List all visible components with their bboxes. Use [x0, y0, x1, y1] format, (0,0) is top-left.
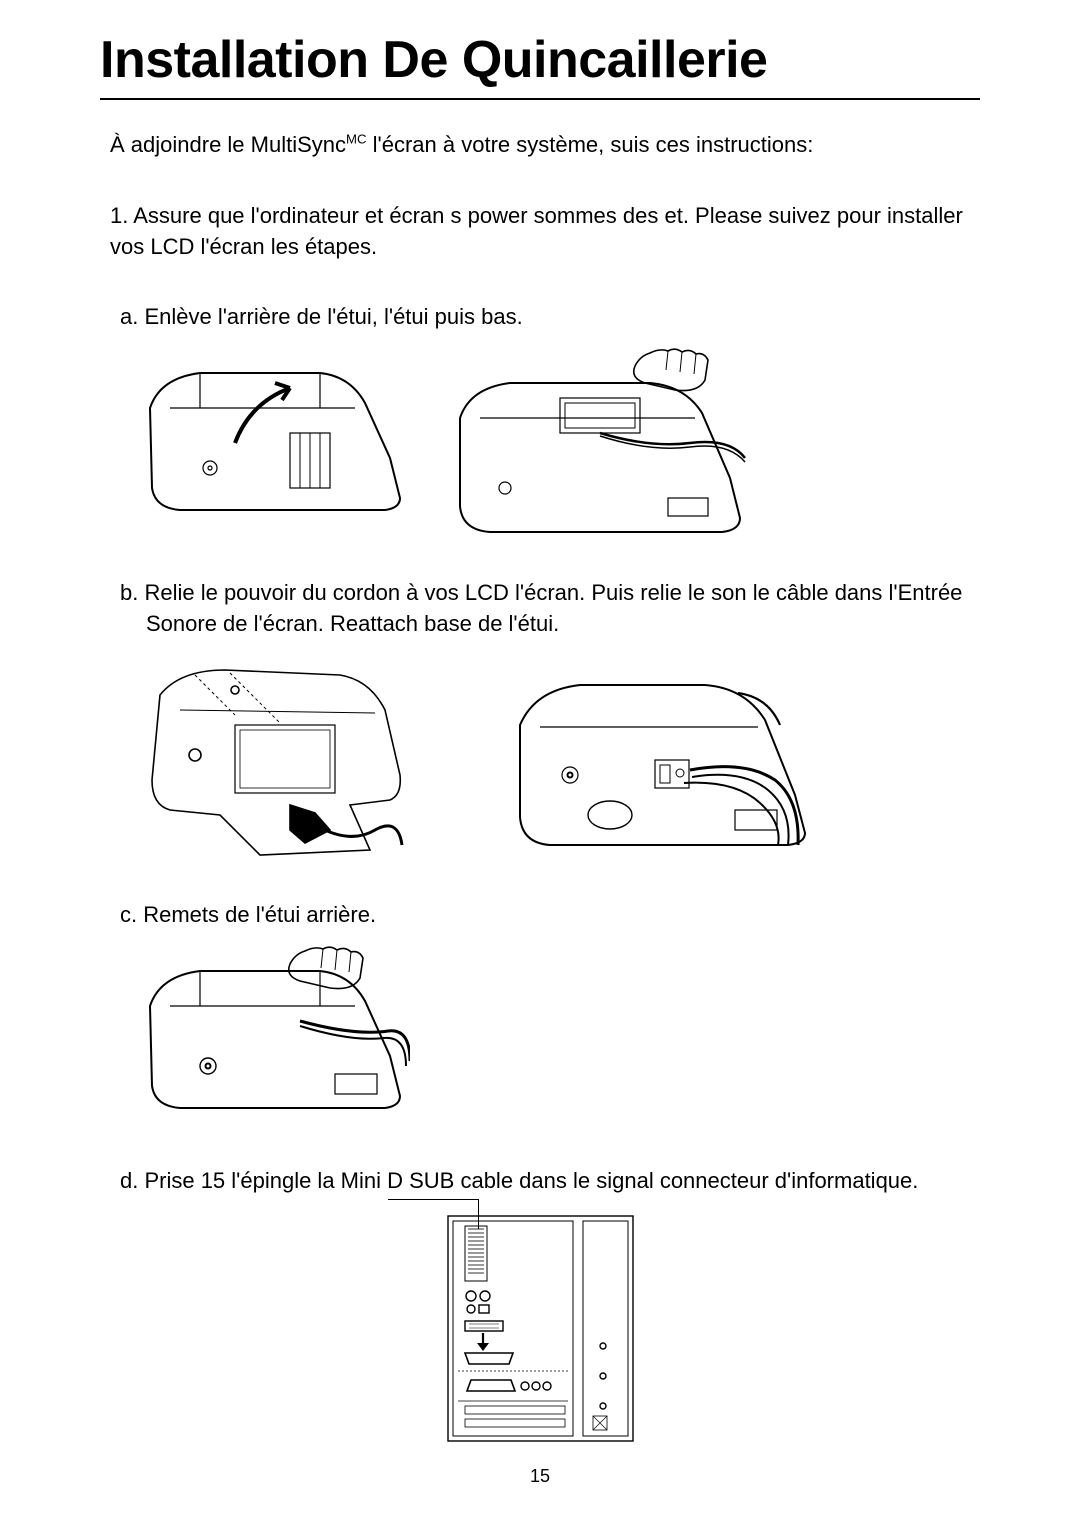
leader-line: [388, 1199, 478, 1200]
figure-b-left: [140, 655, 410, 860]
figure-d: [443, 1211, 638, 1446]
intro-pre: À adjoindre le MultiSync: [110, 132, 346, 157]
figure-a-right: [450, 348, 750, 538]
intro-post: l'écran à votre système, suis ces instru…: [367, 132, 814, 157]
intro-sup: MC: [346, 132, 367, 147]
figure-row-b: [140, 655, 980, 860]
figure-b-right: [510, 655, 810, 850]
step-1c: c. Remets de l'étui arrière.: [120, 900, 970, 931]
step-1d: d. Prise 15 l'épingle la Mini D SUB cabl…: [120, 1166, 970, 1197]
step-1b: b. Relie le pouvoir du cordon à vos LCD …: [120, 578, 970, 640]
page-number: 15: [100, 1466, 980, 1487]
figure-row-a: [140, 348, 980, 538]
figure-a-left: [140, 348, 410, 518]
step-1: 1. Assure que l'ordinateur et écran s po…: [110, 201, 970, 263]
figure-c: [140, 946, 980, 1116]
intro-text: À adjoindre le MultiSyncMC l'écran à vot…: [110, 130, 970, 161]
figure-d-wrap: [100, 1211, 980, 1446]
page-title: Installation De Quincaillerie: [100, 30, 980, 100]
step-1a: a. Enlève l'arrière de l'étui, l'étui pu…: [120, 302, 970, 333]
